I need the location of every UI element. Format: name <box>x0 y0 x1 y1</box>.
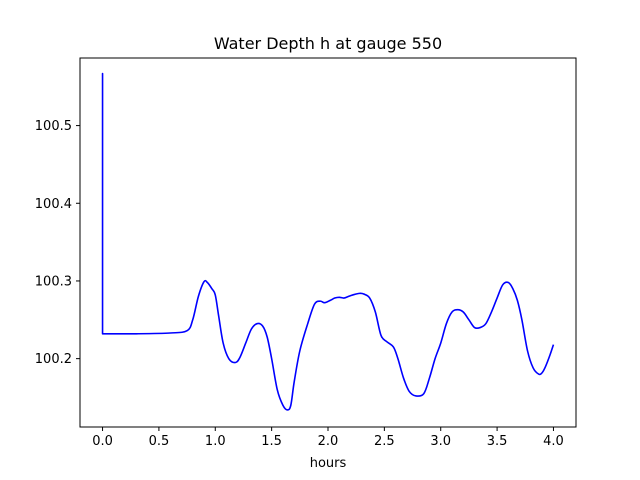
plot-area <box>80 58 576 427</box>
x-tick-label: 3.5 <box>487 434 508 449</box>
y-tick-label: 100.3 <box>35 274 72 289</box>
x-tick-label: 2.5 <box>374 434 395 449</box>
x-tick-label: 4.0 <box>543 434 564 449</box>
plot-frame <box>79 57 577 428</box>
y-tick-label: 100.5 <box>35 119 72 134</box>
x-tick-label: 0.0 <box>92 434 113 449</box>
x-tick-label: 0.5 <box>149 434 170 449</box>
x-tick-label: 1.5 <box>261 434 282 449</box>
x-axis-label: hours <box>310 456 347 471</box>
x-axis-ticks: 0.0 0.5 1.0 1.5 2.0 2.5 3.0 3.5 4.0 <box>92 427 564 449</box>
y-axis-ticks: 100.2 100.3 100.4 100.5 <box>35 119 80 367</box>
x-tick-label: 2.0 <box>318 434 339 449</box>
y-tick-label: 100.2 <box>35 352 72 367</box>
series-line <box>101 72 555 411</box>
x-tick-label: 3.0 <box>430 434 451 449</box>
x-tick-label: 1.0 <box>205 434 226 449</box>
chart-title: Water Depth h at gauge 550 <box>214 34 442 53</box>
y-tick-label: 100.4 <box>35 197 72 212</box>
